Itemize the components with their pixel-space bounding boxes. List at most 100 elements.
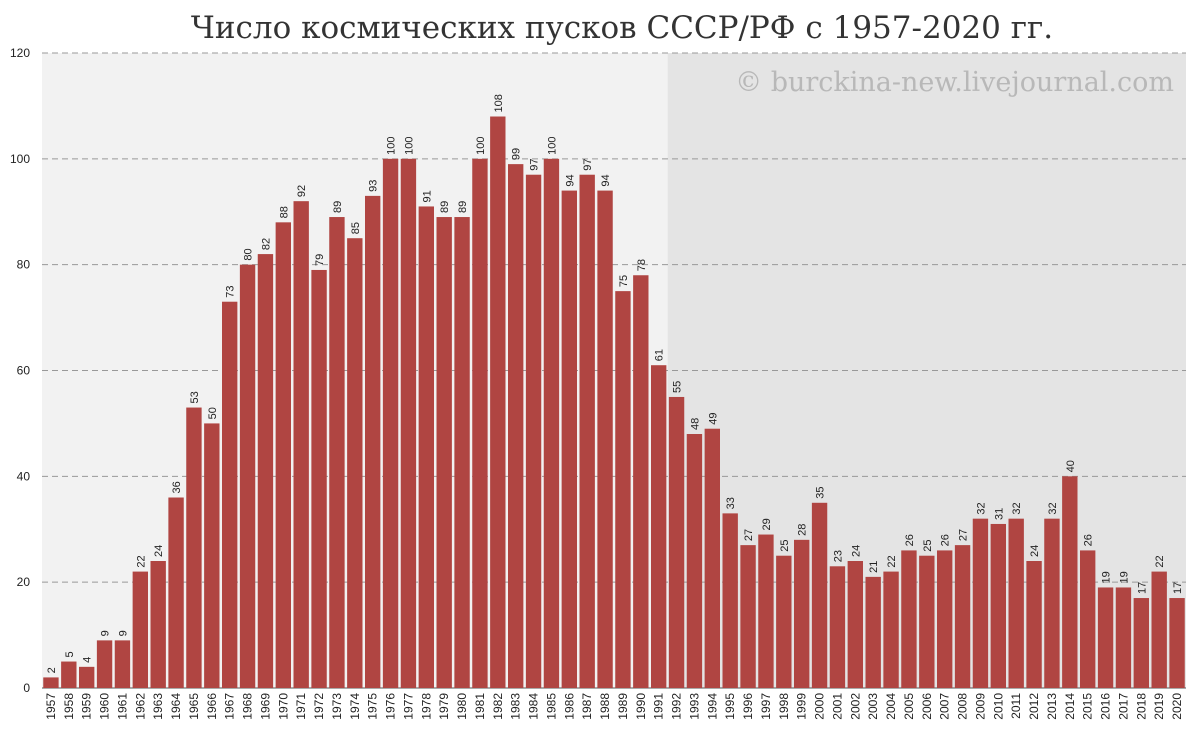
bar [329,217,345,688]
x-tick-label: 1974 [348,693,362,720]
value-label: 93 [368,180,380,192]
x-tick-label: 2020 [1170,693,1184,720]
value-label: 73 [225,285,237,297]
value-label: 78 [636,259,648,271]
x-tick-label: 1985 [544,693,558,720]
value-label: 21 [868,561,880,573]
bar [472,158,488,689]
bar [275,222,291,689]
bar [1115,587,1132,688]
bar [829,566,846,688]
x-tick-label: 1981 [473,693,487,720]
bar [168,497,184,688]
bar [954,545,971,688]
value-label: 92 [296,185,308,197]
bar [937,550,953,688]
x-tick-label: 1972 [312,693,326,720]
value-label: 32 [975,502,987,514]
bar [61,661,77,688]
x-tick-label: 1957 [44,693,58,720]
bar [1044,518,1060,688]
x-tick-label: 1995 [723,693,737,720]
x-tick-label: 1978 [419,693,433,720]
x-tick-label: 1979 [437,693,451,720]
chart-title: Число космических пусков СССР/РФ с 1957-… [191,10,1053,46]
bar [436,217,452,688]
bar [561,190,577,689]
bar [865,576,881,688]
x-tick-label: 1994 [705,693,719,720]
x-tick-label: 2019 [1152,693,1166,720]
bar [150,561,166,688]
x-tick-label: 1959 [80,693,94,720]
bar [1026,561,1042,688]
x-tick-label: 1991 [652,693,666,720]
value-label: 17 [1172,582,1184,594]
x-tick-label: 1982 [491,693,505,720]
x-tick-label: 1990 [634,693,648,720]
value-label: 24 [1029,545,1041,557]
value-label: 99 [511,148,523,160]
value-label: 40 [1065,460,1077,472]
bar [901,550,917,688]
bar [239,264,256,688]
bar [543,158,560,689]
value-label: 49 [707,412,719,424]
y-tick-label: 80 [17,258,31,272]
bar [186,407,202,688]
x-tick-label: 1962 [133,693,147,720]
bar [418,206,434,689]
value-label: 19 [1101,571,1113,583]
bar [776,555,792,688]
x-tick-label: 1960 [98,693,112,720]
bar [525,174,542,689]
bar [400,158,417,689]
value-label: 26 [940,534,952,546]
x-tick-label: 2008 [956,693,970,720]
y-tick-label: 100 [10,152,30,166]
bar [615,291,631,688]
value-label: 36 [171,481,183,493]
value-label: 32 [1047,502,1059,514]
x-tick-label: 2009 [973,693,987,720]
value-label: 55 [672,381,684,393]
value-label: 94 [564,174,576,186]
bar [508,164,524,688]
value-label: 100 [475,136,487,154]
value-label: 85 [350,222,362,234]
bar [972,518,989,688]
x-tick-label: 1983 [509,693,523,720]
x-tick-label: 1963 [151,693,165,720]
value-label: 17 [1136,582,1148,594]
x-tick-label: 1992 [670,693,684,720]
value-label: 94 [600,174,612,186]
x-tick-label: 2002 [848,693,862,720]
x-tick-label: 2000 [813,693,827,720]
x-tick-label: 1998 [777,693,791,720]
value-label: 19 [1118,571,1130,583]
x-tick-label: 2011 [1009,693,1023,719]
bar [794,539,810,688]
value-label: 79 [314,254,326,266]
value-label: 80 [243,248,255,260]
x-tick-label: 1989 [616,693,630,720]
bar [811,502,828,688]
bar [668,396,685,688]
bar [204,423,220,688]
bar [722,513,738,688]
bar [1133,598,1149,688]
value-label: 75 [618,275,630,287]
bar [1080,550,1096,688]
value-label: 82 [260,238,272,250]
value-label: 25 [779,539,791,551]
value-label: 91 [421,190,433,202]
x-tick-label: 2016 [1099,693,1113,720]
value-label: 24 [850,545,862,557]
value-label: 22 [1154,555,1166,567]
value-label: 100 [403,136,415,154]
value-label: 24 [153,545,165,557]
value-label: 25 [922,539,934,551]
y-tick-label: 0 [23,681,30,695]
bar [293,201,309,688]
bar [1008,518,1024,688]
